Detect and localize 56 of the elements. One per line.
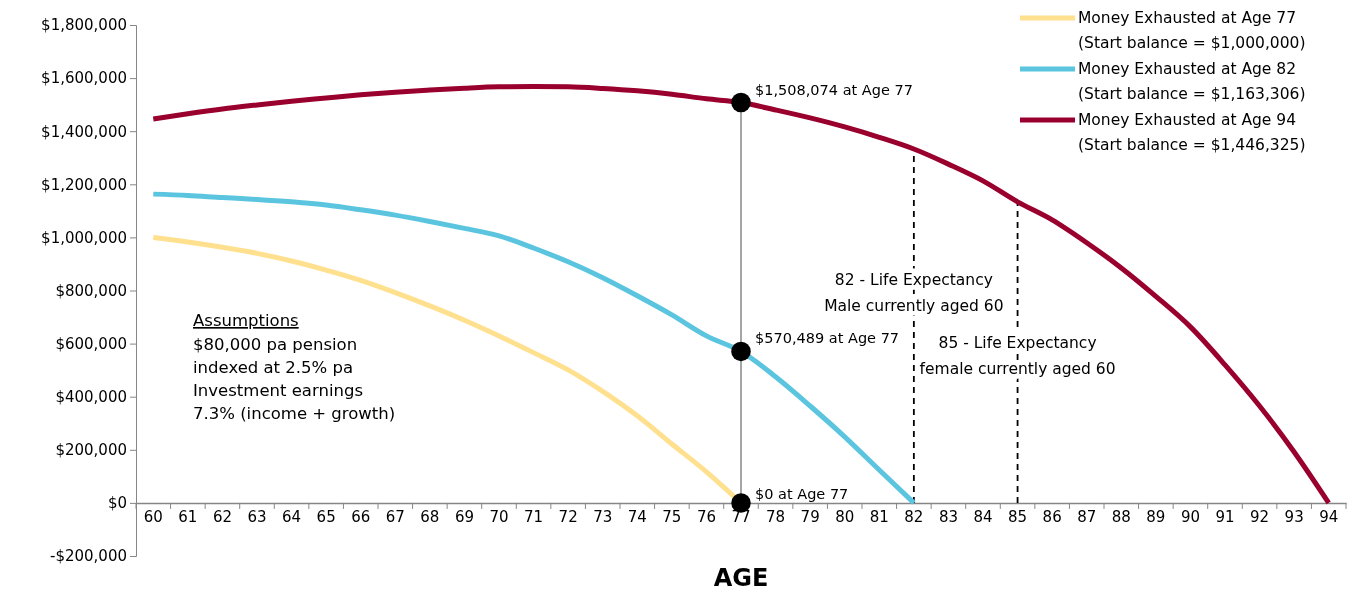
x-tick-label: 87 bbox=[1077, 507, 1097, 526]
x-tick-label: 62 bbox=[212, 507, 232, 526]
legend-label: Money Exhausted at Age 77 (Start balance = $1,000,000) bbox=[1078, 9, 1306, 52]
x-tick-label: 76 bbox=[696, 507, 716, 526]
x-tick-label: 68 bbox=[420, 507, 440, 526]
x-axis-title: AGE bbox=[713, 564, 769, 592]
x-tick-label: 71 bbox=[524, 507, 544, 526]
y-tick-label: $600,000 bbox=[55, 334, 127, 353]
x-tick-label: 60 bbox=[143, 507, 163, 526]
x-tick-label: 90 bbox=[1180, 507, 1200, 526]
x-tick-label: 83 bbox=[938, 507, 958, 526]
x-tick-label: 65 bbox=[316, 507, 336, 526]
annotation: $0 at Age 77 bbox=[755, 485, 849, 502]
x-tick-label: 94 bbox=[1319, 507, 1339, 526]
x-tick-label: 67 bbox=[385, 507, 405, 526]
x-tick-label: 78 bbox=[766, 507, 786, 526]
x-tick-label: 84 bbox=[973, 507, 993, 526]
x-tick-label: 72 bbox=[558, 507, 578, 526]
y-tick-label: $1,800,000 bbox=[41, 16, 127, 35]
legend-label: Money Exhausted at Age 94 (Start balance = $1,446,325) bbox=[1078, 111, 1306, 154]
annotation: $570,489 at Age 77 bbox=[755, 330, 900, 347]
y-tick-label: $1,200,000 bbox=[41, 175, 127, 194]
x-tick-label: 93 bbox=[1284, 507, 1304, 526]
y-tick-label: $1,000,000 bbox=[41, 228, 127, 247]
x-tick-label: 89 bbox=[1146, 507, 1166, 526]
annotation: $80,000 pa pension indexed at 2.5% pa Investment earnings 7.3% (income + growth) bbox=[193, 335, 396, 423]
x-tick-label: 70 bbox=[489, 507, 509, 526]
legend-label: Money Exhausted at Age 82 (Start balance = $1,163,306) bbox=[1078, 60, 1306, 103]
y-tick-label: $200,000 bbox=[55, 441, 127, 460]
annotation: Assumptions bbox=[193, 311, 299, 330]
x-tick-label: 80 bbox=[835, 507, 855, 526]
ref-line-label: 82 - Life Expectancy Male currently aged 60 bbox=[824, 271, 1004, 315]
x-tick-label: 86 bbox=[1042, 507, 1062, 526]
x-tick-label: 91 bbox=[1215, 507, 1235, 526]
x-tick-label: 73 bbox=[593, 507, 613, 526]
y-tick-label: $800,000 bbox=[55, 281, 127, 300]
y-tick-label: -$200,000 bbox=[50, 547, 127, 566]
y-tick-label: $0 bbox=[107, 494, 127, 513]
x-tick-label: 61 bbox=[178, 507, 198, 526]
y-tick-label: $400,000 bbox=[55, 388, 127, 406]
x-tick-label: 88 bbox=[1111, 507, 1131, 526]
x-tick-label: 69 bbox=[454, 507, 474, 526]
x-tick-label: 82 bbox=[904, 507, 924, 526]
x-tick-label: 74 bbox=[627, 507, 647, 526]
x-tick-label: 81 bbox=[869, 507, 889, 526]
annotation: $1,508,074 at Age 77 bbox=[755, 81, 913, 98]
x-tick-label: 64 bbox=[282, 507, 302, 526]
ref-line-label: 85 - Life Expectancy female currently aged 60 bbox=[919, 334, 1116, 378]
x-tick-label: 92 bbox=[1250, 507, 1270, 526]
y-tick-label: $1,600,000 bbox=[41, 69, 127, 88]
x-tick-label: 63 bbox=[247, 507, 267, 526]
x-tick-label: 85 bbox=[1008, 507, 1028, 526]
x-tick-label: 79 bbox=[800, 507, 820, 526]
x-tick-label: 75 bbox=[662, 507, 682, 526]
y-tick-label: $1,400,000 bbox=[41, 122, 127, 141]
x-tick-label: 66 bbox=[351, 507, 371, 526]
